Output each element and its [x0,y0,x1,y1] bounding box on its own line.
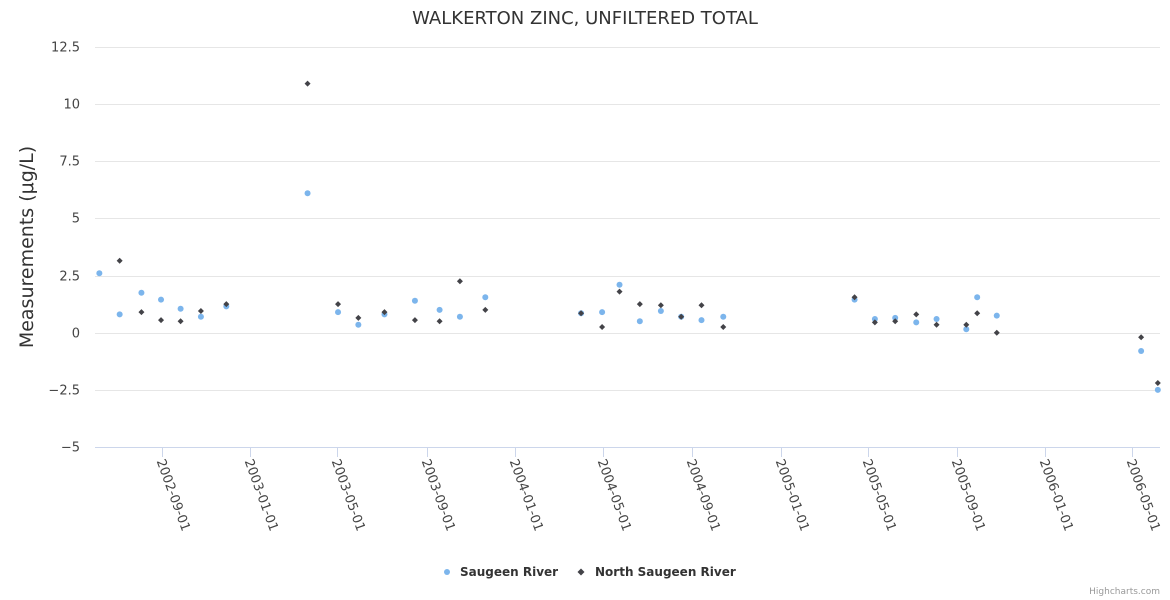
point-saugeen[interactable] [355,321,362,328]
point-saugeen[interactable] [599,309,606,316]
legend-label-north-saugeen: North Saugeen River [595,565,736,579]
data-series [96,80,1161,393]
point-north-saugeen[interactable] [197,308,204,314]
point-saugeen[interactable] [335,309,342,316]
point-saugeen[interactable] [304,190,311,197]
point-saugeen[interactable] [993,312,1000,319]
point-north-saugeen[interactable] [871,319,878,326]
point-saugeen[interactable] [177,305,184,312]
y-axis-ticks: −5 −2.5 0 2.5 5 7.5 10 12.5 [48,41,80,456]
y-axis-label: Measurements (μg/L) [16,146,38,348]
legend-item-north-saugeen[interactable]: North Saugeen River [577,565,736,579]
point-north-saugeen[interactable] [223,301,230,308]
point-north-saugeen[interactable] [636,301,643,308]
point-north-saugeen[interactable] [963,321,970,328]
point-north-saugeen[interactable] [974,310,981,317]
point-saugeen[interactable] [436,306,443,313]
point-saugeen[interactable] [411,297,418,304]
legend-marker-north-saugeen [577,568,585,576]
legend-label-saugeen: Saugeen River [460,565,558,579]
point-north-saugeen[interactable] [456,278,463,285]
y-tick-label: 0 [72,327,80,342]
point-saugeen[interactable] [974,294,981,301]
y-tick-label: −5 [61,441,80,456]
point-north-saugeen[interactable] [698,302,705,309]
point-north-saugeen[interactable] [678,313,685,320]
point-saugeen[interactable] [116,311,123,318]
y-tick-label: 2.5 [59,270,80,285]
point-north-saugeen[interactable] [177,318,184,325]
point-north-saugeen[interactable] [436,318,443,325]
legend: Saugeen River North Saugeen River [444,565,736,579]
point-saugeen[interactable] [138,289,145,296]
point-north-saugeen[interactable] [138,309,145,316]
point-saugeen[interactable] [913,319,920,326]
point-saugeen[interactable] [657,308,664,314]
point-saugeen[interactable] [698,317,705,324]
point-saugeen[interactable] [197,313,204,320]
y-tick-label: 10 [63,98,80,113]
point-saugeen[interactable] [892,314,899,321]
point-north-saugeen[interactable] [657,302,664,309]
point-saugeen[interactable] [871,316,878,322]
point-saugeen[interactable] [456,313,463,320]
point-north-saugeen[interactable] [892,318,899,325]
point-saugeen[interactable] [720,313,727,320]
point-north-saugeen[interactable] [616,288,623,295]
legend-marker-saugeen [444,569,450,575]
point-saugeen[interactable] [482,294,489,301]
point-north-saugeen[interactable] [993,329,1000,336]
y-tick-label: 12.5 [51,41,80,56]
point-saugeen[interactable] [158,296,165,303]
point-north-saugeen[interactable] [335,301,342,308]
point-north-saugeen[interactable] [720,324,727,330]
point-north-saugeen[interactable] [304,80,311,87]
point-north-saugeen[interactable] [482,306,489,313]
legend-item-saugeen[interactable]: Saugeen River [444,565,558,579]
point-saugeen[interactable] [963,326,970,333]
point-north-saugeen[interactable] [578,310,585,317]
y-tick-label: −2.5 [48,384,80,399]
chart-title: WALKERTON ZINC, UNFILTERED TOTAL [412,8,758,29]
credits-link[interactable]: Highcharts.com [1089,587,1160,597]
point-north-saugeen[interactable] [116,257,123,264]
point-north-saugeen[interactable] [599,324,606,330]
y-tick-label: 5 [72,212,80,227]
point-north-saugeen[interactable] [1138,334,1145,341]
point-north-saugeen[interactable] [411,317,418,324]
series-north-saugeen-river [116,80,1161,386]
point-north-saugeen[interactable] [1154,380,1161,386]
point-north-saugeen[interactable] [158,317,165,324]
point-saugeen[interactable] [1138,348,1145,354]
point-north-saugeen[interactable] [381,309,388,316]
point-saugeen[interactable] [933,316,940,322]
point-north-saugeen[interactable] [355,314,362,321]
point-north-saugeen[interactable] [851,294,858,301]
point-saugeen[interactable] [96,270,103,277]
point-north-saugeen[interactable] [933,321,940,328]
point-saugeen[interactable] [636,318,643,325]
y-tick-label: 7.5 [59,155,80,170]
point-north-saugeen[interactable] [913,311,920,318]
point-saugeen[interactable] [616,281,623,288]
point-saugeen[interactable] [1154,386,1161,393]
